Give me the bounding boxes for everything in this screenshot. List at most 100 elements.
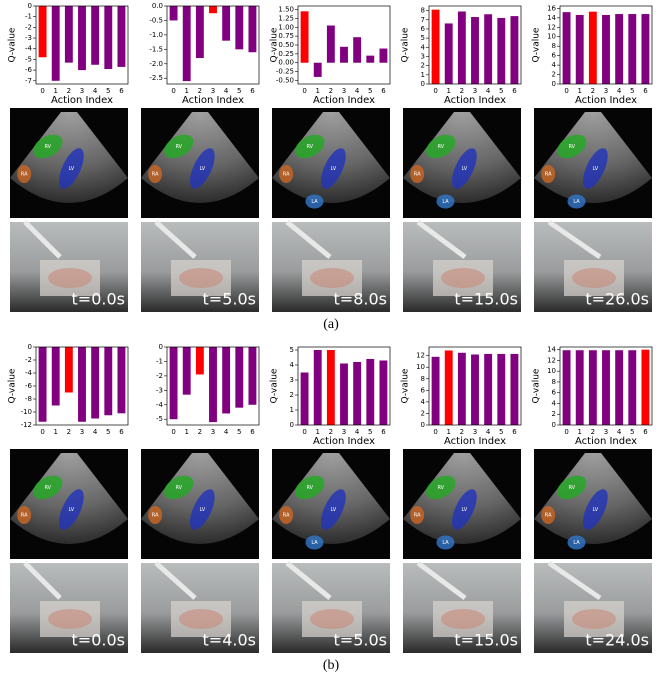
bar — [235, 6, 243, 49]
x-tick-label: 1 — [184, 428, 188, 436]
x-tick-label: 4 — [224, 87, 229, 95]
x-tick-label: 1 — [577, 87, 581, 95]
bar — [484, 14, 492, 84]
region-label: RA — [414, 172, 421, 178]
x-tick-label: 2 — [329, 428, 333, 436]
y-tick-label: 1.00 — [278, 23, 294, 31]
y-tick-label: -1 — [25, 13, 32, 21]
bar — [78, 6, 86, 70]
x-tick-label: 5 — [630, 428, 634, 436]
bar — [340, 47, 348, 63]
x-tick-label: 3 — [604, 87, 608, 95]
y-tick-label: 3 — [290, 376, 294, 384]
x-axis-label: Action Index — [444, 436, 506, 447]
region-label: RA — [283, 513, 290, 519]
x-tick-label: 4 — [224, 428, 229, 436]
x-tick-label: 2 — [460, 87, 464, 95]
x-tick-label: 5 — [106, 87, 110, 95]
region-label: RA — [545, 172, 552, 178]
y-tick-label: -0.50 — [276, 76, 294, 84]
bar — [641, 14, 649, 84]
y-tick-label: -1 — [156, 357, 163, 365]
y-tick-label: 2 — [421, 62, 425, 70]
x-tick-label: 3 — [80, 428, 84, 436]
y-tick-label: -5 — [156, 415, 163, 423]
x-tick-label: 1 — [315, 428, 319, 436]
y-tick-label: -8 — [25, 395, 32, 403]
region-label: LV — [462, 507, 468, 513]
x-tick-label: 2 — [198, 428, 202, 436]
axes-frame — [298, 6, 390, 84]
y-tick-label: 12 — [547, 23, 556, 31]
x-tick-label: 6 — [643, 87, 648, 95]
time-label: t=0.0s — [72, 631, 125, 650]
y-tick-label: -4 — [25, 45, 33, 53]
y-tick-label: 2 — [290, 391, 294, 399]
x-tick-label: 4 — [617, 87, 622, 95]
bar — [615, 14, 623, 84]
x-tick-label: 5 — [630, 87, 634, 95]
bar — [301, 373, 309, 426]
bar — [576, 15, 584, 84]
bar — [104, 347, 112, 415]
bar — [445, 350, 453, 425]
y-tick-label: 5 — [421, 34, 425, 42]
y-tick-label: 0 — [421, 421, 425, 429]
phantom-heart — [572, 609, 616, 629]
y-tick-label: -10 — [21, 408, 32, 416]
bar — [628, 350, 636, 425]
x-tick-label: 5 — [499, 87, 503, 95]
y-tick-label: 4 — [290, 361, 295, 369]
y-tick-label: -12 — [21, 421, 32, 429]
y-tick-label: 0 — [290, 421, 294, 429]
x-tick-label: 1 — [184, 87, 188, 95]
bar — [104, 6, 112, 69]
y-tick-label: 12 — [547, 356, 556, 364]
y-tick-label: 0 — [552, 421, 556, 429]
x-tick-label: 4 — [617, 428, 622, 436]
x-tick-label: 5 — [499, 428, 503, 436]
region-label: LA — [311, 199, 318, 205]
time-label: t=24.0s — [585, 631, 649, 650]
y-tick-label: 0 — [159, 343, 163, 351]
x-tick-label: 3 — [473, 87, 477, 95]
x-tick-label: 2 — [591, 428, 595, 436]
x-tick-label: 3 — [473, 428, 477, 436]
region-label: LV — [200, 507, 206, 513]
bar — [471, 355, 479, 425]
bar — [65, 347, 73, 393]
x-tick-label: 2 — [460, 428, 464, 436]
bar — [52, 347, 60, 406]
region-label: LA — [573, 540, 580, 546]
x-axis-label: Action Index — [313, 95, 375, 106]
y-tick-label: -7 — [25, 77, 32, 85]
x-tick-label: 3 — [342, 428, 346, 436]
y-tick-label: -5 — [25, 55, 32, 63]
bar — [563, 12, 571, 84]
x-tick-label: 3 — [604, 428, 608, 436]
bar — [484, 354, 492, 425]
y-tick-label: 14 — [547, 346, 556, 354]
y-tick-label: -4 — [25, 369, 33, 377]
x-tick-label: 0 — [433, 428, 437, 436]
x-tick-label: 5 — [368, 428, 372, 436]
bar — [248, 347, 256, 405]
y-tick-label: -3 — [156, 386, 163, 394]
bar — [589, 350, 597, 425]
y-tick-label: -2.0 — [149, 60, 163, 68]
x-axis-label: Action Index — [313, 436, 375, 447]
x-tick-label: 0 — [171, 428, 175, 436]
region-label: RV — [568, 144, 575, 150]
x-tick-label: 1 — [446, 428, 450, 436]
region-label: RA — [545, 513, 552, 519]
x-tick-label: 5 — [106, 428, 110, 436]
y-tick-label: 6 — [421, 25, 426, 33]
region-label: LA — [442, 199, 449, 205]
y-tick-label: 8 — [421, 7, 425, 15]
y-tick-label: 1 — [421, 71, 425, 79]
panel-caption: (a) — [323, 317, 339, 332]
bar — [563, 350, 571, 425]
x-tick-label: 0 — [302, 428, 306, 436]
y-tick-label: -6 — [25, 382, 33, 390]
x-tick-label: 2 — [67, 428, 71, 436]
